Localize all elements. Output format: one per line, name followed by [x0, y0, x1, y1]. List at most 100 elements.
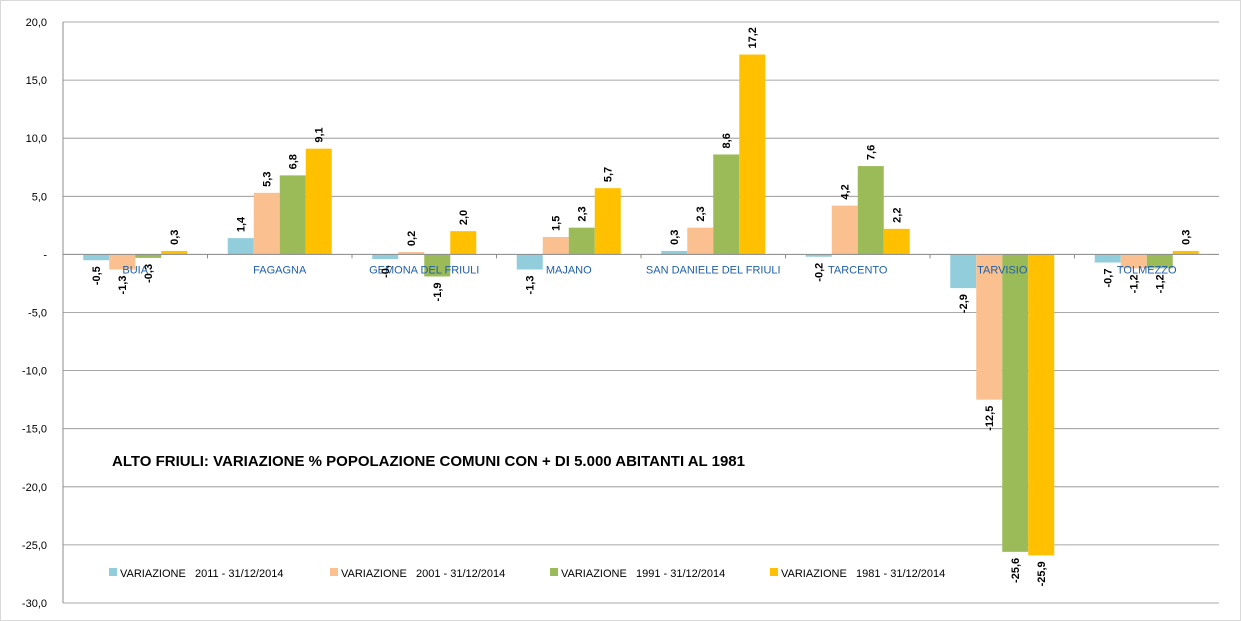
data-label: 2,3 — [695, 206, 707, 221]
data-label: -0,5 — [91, 266, 103, 285]
legend-swatch — [770, 568, 778, 576]
bar — [831, 205, 858, 255]
bar — [687, 227, 714, 255]
bar — [161, 250, 188, 255]
bar — [1172, 250, 1199, 255]
chart-title: ALTO FRIULI: VARIAZIONE % POPOLAZIONE CO… — [112, 453, 745, 470]
y-tick-label: -20,0 — [22, 482, 47, 494]
bar — [950, 254, 977, 289]
data-label: -25,9 — [1036, 561, 1048, 586]
data-label: -25,6 — [1010, 558, 1022, 583]
data-label: 5,7 — [603, 167, 615, 182]
y-tick-label: -25,0 — [22, 540, 47, 552]
data-label: 8,6 — [721, 133, 733, 148]
data-label: 2,0 — [458, 210, 470, 225]
bar — [1146, 254, 1173, 269]
y-tick-label: -5,0 — [28, 308, 47, 320]
y-tick-label: -10,0 — [22, 366, 47, 378]
bar — [398, 252, 425, 255]
data-label: -0, — [380, 265, 392, 278]
legend: VARIAZIONE 2011 - 31/12/2014 VARIAZIONE 2… — [109, 568, 945, 580]
data-label: 0,3 — [1181, 230, 1193, 245]
bar — [1120, 254, 1147, 269]
category-label: MAJANO — [546, 264, 592, 276]
bar — [227, 238, 254, 255]
data-label: 1,5 — [551, 216, 563, 231]
legend-swatch — [550, 568, 558, 576]
data-label: 2,3 — [577, 206, 589, 221]
bar — [1028, 254, 1055, 556]
y-tick-label: 10,0 — [26, 133, 47, 145]
bar — [1002, 254, 1029, 552]
legend-entry: VARIAZIONE 1991 - 31/12/2014 — [561, 568, 725, 580]
bar — [568, 227, 595, 255]
y-tick-label: - — [43, 249, 47, 261]
bar — [661, 250, 688, 255]
bar — [883, 228, 910, 255]
data-label: 9,1 — [314, 127, 326, 142]
y-tick-label: 15,0 — [26, 75, 47, 87]
y-tick-label: -15,0 — [22, 424, 47, 436]
bar — [739, 54, 766, 255]
data-labels: -0,5 -1,3 -0,3 0,3 1,4 5,3 6,8 9,1 -0, 0,2 -1,9 2,0… — [91, 27, 1193, 586]
bar — [805, 254, 832, 257]
bar — [542, 236, 569, 255]
bar — [516, 254, 543, 270]
legend-swatch — [109, 568, 117, 576]
data-label: -1,2 — [1155, 274, 1167, 293]
data-label: 2,2 — [892, 208, 904, 223]
data-label: -0,7 — [1103, 269, 1115, 288]
data-label: -0,3 — [143, 264, 155, 283]
data-label: 4,2 — [840, 184, 852, 199]
data-label: -2,9 — [958, 294, 970, 313]
data-label: -1,3 — [525, 276, 537, 295]
bar — [857, 166, 884, 255]
bar — [594, 188, 621, 255]
category-label: BUIA — [122, 264, 148, 276]
bar — [424, 254, 451, 277]
data-label: -0,2 — [814, 263, 826, 282]
bar — [372, 254, 399, 260]
data-label: -1,2 — [1129, 274, 1141, 293]
data-label: 0,3 — [169, 230, 181, 245]
bar — [976, 254, 1003, 400]
data-label: 0,2 — [406, 231, 418, 246]
data-label: 0,3 — [669, 230, 681, 245]
legend-entry: VARIAZIONE 2011 - 31/12/2014 — [120, 568, 283, 580]
category-label: TARCENTO — [828, 264, 888, 276]
category-label: SAN DANIELE DEL FRIULI — [646, 264, 781, 276]
data-label: -1,9 — [432, 282, 444, 301]
bar — [83, 254, 110, 261]
bar — [450, 231, 477, 255]
data-label: -1,3 — [117, 276, 129, 295]
data-label: 5,3 — [262, 172, 274, 187]
y-tick-label: 20,0 — [26, 17, 47, 29]
data-label: 17,2 — [747, 27, 759, 48]
data-label: 1,4 — [236, 216, 248, 232]
legend-entry: VARIAZIONE 1981 - 31/12/2014 — [781, 568, 945, 580]
bar — [279, 175, 306, 255]
category-label: TARVISIO — [977, 264, 1028, 276]
legend-entry: VARIAZIONE 2001 - 31/12/2014 — [341, 568, 505, 580]
bars — [83, 54, 1199, 556]
bar — [109, 254, 136, 270]
data-label: 6,8 — [288, 154, 300, 169]
category-label: FAGAGNA — [253, 264, 307, 276]
y-tick-label: -30,0 — [22, 598, 47, 610]
axes — [62, 22, 1219, 603]
y-axis-ticks: 20,0 15,0 10,0 5,0 - -5,0 -10,0 -15,0 -20,0 -25,0… — [22, 17, 47, 610]
bar — [135, 254, 162, 258]
data-label: 7,6 — [866, 145, 878, 160]
bar — [253, 192, 280, 255]
category-labels: BUIA FAGAGNA GEMONA DEL FRIULI MAJANO SAN DA… — [122, 264, 1177, 276]
y-tick-label: 5,0 — [32, 191, 47, 203]
bar — [1094, 254, 1121, 263]
category-label: TOLMEZZO — [1117, 264, 1177, 276]
category-label: GEMONA DEL FRIULI — [369, 264, 479, 276]
bar — [713, 154, 740, 255]
legend-swatch — [330, 568, 338, 576]
data-label: -12,5 — [984, 406, 996, 431]
bar — [305, 148, 332, 255]
